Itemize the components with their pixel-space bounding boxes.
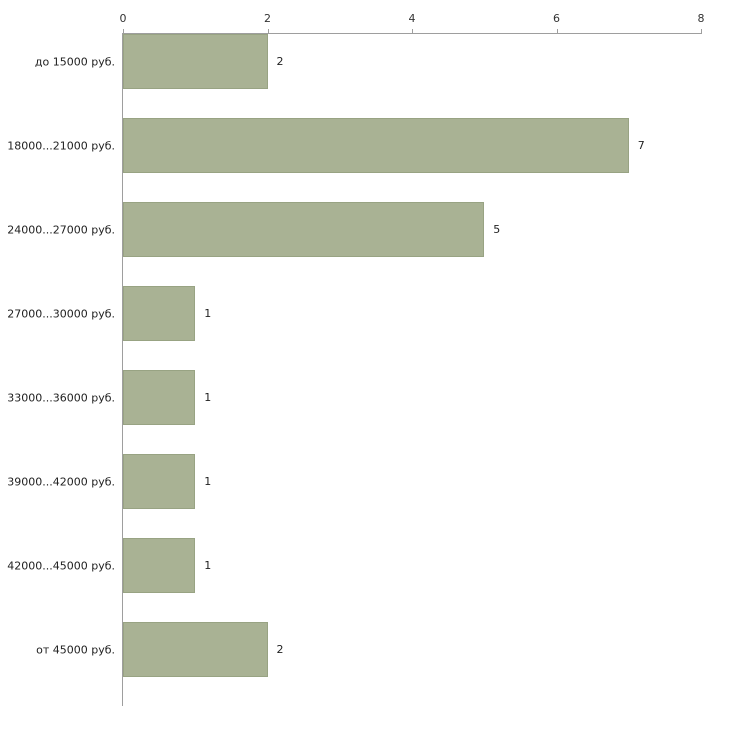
- chart-row: 42000...45000 руб. 1: [7, 538, 701, 593]
- bar: [123, 118, 629, 173]
- value-label: 7: [637, 139, 645, 152]
- plot-area: 0 2 4 6 8 до 15000 руб. 2 18000...21000 руб. 7 24…: [7, 12, 705, 706]
- chart-row: 18000...21000 руб. 7: [7, 118, 701, 173]
- bar: [123, 454, 196, 509]
- x-axis-tick-label: 0: [119, 12, 127, 25]
- value-label: 2: [276, 643, 284, 656]
- category-label: 27000...30000 руб.: [7, 307, 115, 320]
- chart-row: 33000...36000 руб. 1: [7, 370, 701, 425]
- bar: [123, 286, 196, 341]
- chart-row: 39000...42000 руб. 1: [7, 454, 701, 509]
- chart-row: до 15000 руб. 2: [35, 34, 701, 89]
- x-axis-tick-mark: [701, 29, 702, 34]
- x-axis-tick-label: 2: [264, 12, 271, 25]
- chart-row: от 45000 руб. 2: [36, 622, 701, 677]
- value-label: 2: [276, 55, 284, 68]
- x-axis-tick-mark: [267, 29, 269, 34]
- x-axis-tick-mark: [556, 29, 558, 34]
- bar: [123, 370, 196, 425]
- category-label: 39000...42000 руб.: [7, 475, 115, 488]
- x-axis-tick-mark: [412, 29, 413, 34]
- chart-row: 27000...30000 руб. 1: [7, 286, 701, 341]
- bar: [123, 622, 268, 677]
- value-label: 5: [493, 223, 501, 236]
- category-label: до 15000 руб.: [34, 55, 115, 68]
- x-axis-tick-mark: [123, 29, 124, 34]
- value-label: 1: [204, 391, 212, 404]
- category-label: 24000...27000 руб.: [7, 223, 115, 236]
- x-axis-tick-label: 4: [408, 12, 416, 25]
- value-label: 1: [204, 475, 212, 488]
- bar: [123, 538, 196, 593]
- bar: [123, 34, 268, 89]
- chart-row: 24000...27000 руб. 5: [7, 202, 701, 257]
- category-label: 18000...21000 руб.: [7, 139, 115, 152]
- category-label: от 45000 руб.: [36, 643, 115, 656]
- value-label: 1: [204, 559, 212, 572]
- x-axis-tick-label: 8: [697, 12, 705, 25]
- category-label: 33000...36000 руб.: [7, 391, 115, 404]
- bar: [123, 202, 485, 257]
- x-axis-tick-label: 6: [553, 12, 560, 25]
- value-label: 1: [204, 307, 212, 320]
- category-label: 42000...45000 руб.: [7, 559, 115, 572]
